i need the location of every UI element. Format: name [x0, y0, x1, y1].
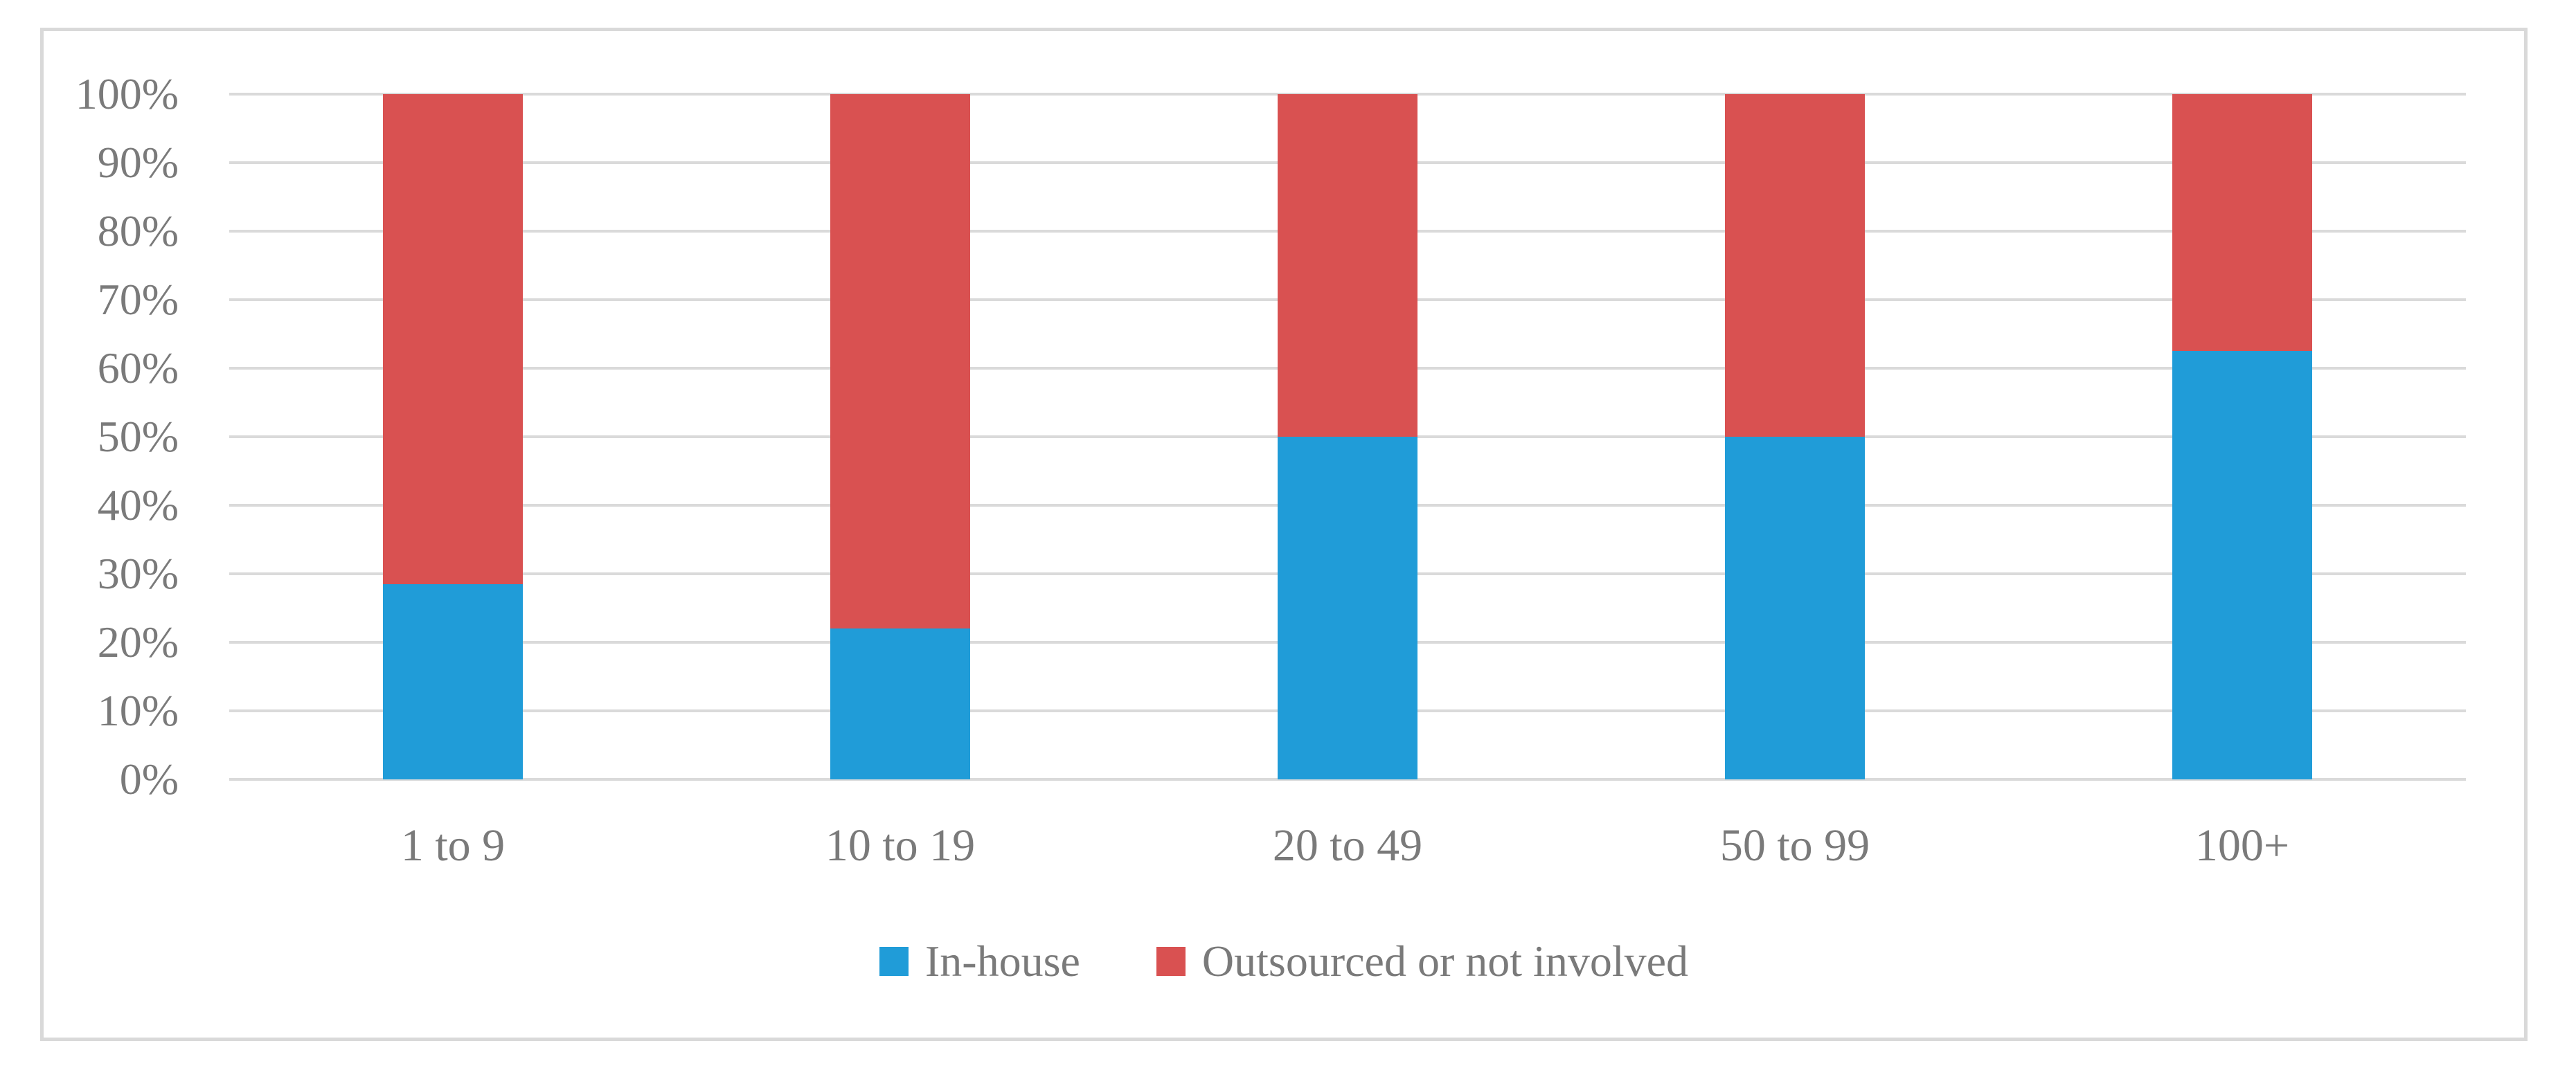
y-axis-tick-label: 10% [97, 686, 179, 735]
bar-segment-outsourced [830, 94, 970, 629]
x-axis-category-label: 100+ [2194, 820, 2290, 871]
y-axis-tick-label: 100% [75, 69, 179, 118]
y-axis-tick-label: 90% [97, 138, 179, 187]
plot-area [229, 93, 2466, 781]
legend-swatch-outsourced-icon [1156, 947, 1186, 976]
x-axis-category-label: 10 to 19 [825, 820, 976, 871]
bar-slot [2019, 94, 2466, 779]
legend: In-house Outsourced or not involved [44, 934, 2524, 989]
bar-segment-in-house [1725, 437, 1865, 779]
legend-label-in-house: In-house [924, 936, 1080, 986]
y-axis-tick-label: 40% [97, 480, 179, 530]
bar-slot [1124, 94, 1571, 779]
x-axis: 1 to 9 10 to 19 20 to 49 50 to 99 100+ [229, 818, 2466, 874]
y-axis-tick-label: 70% [97, 275, 179, 324]
bar-segment-outsourced [383, 94, 523, 584]
bar-segment-in-house [830, 628, 970, 779]
bar-segment-in-house [2172, 351, 2312, 779]
bar-slot [677, 94, 1124, 779]
bar-segment-in-house [1278, 437, 1417, 779]
bar-segment-outsourced [1278, 94, 1417, 437]
y-axis-tick-label: 0% [119, 754, 179, 804]
chart-figure: 0% 10% 20% 30% 40% 50% 60% 70% 80% 90% 100% 1 to 9… [40, 28, 2528, 1041]
gridline [229, 778, 2466, 781]
stacked-bar [830, 94, 970, 779]
x-axis-category-label: 50 to 99 [1719, 820, 1870, 871]
bar-segment-outsourced [1725, 94, 1865, 437]
x-axis-category-label: 20 to 49 [1272, 820, 1423, 871]
legend-label-outsourced: Outsourced or not involved [1201, 936, 1689, 986]
bar-segment-outsourced [2172, 94, 2312, 352]
x-axis-category-label: 1 to 9 [400, 820, 506, 871]
stacked-bar [1725, 94, 1865, 779]
bar-slot [1571, 94, 2019, 779]
legend-swatch-in-house-icon [879, 947, 909, 976]
stacked-bar [2172, 94, 2312, 779]
legend-item-outsourced: Outsourced or not involved [1156, 934, 1688, 989]
y-axis-tick-label: 20% [97, 617, 179, 667]
stacked-bar [1278, 94, 1417, 779]
stacked-bar [383, 94, 523, 779]
legend-item-in-house: In-house [879, 934, 1080, 989]
bar-segment-in-house [383, 583, 523, 779]
y-axis-tick-label: 60% [97, 343, 179, 392]
y-axis-tick-label: 50% [97, 412, 179, 461]
bar-slot [229, 94, 677, 779]
y-axis-tick-label: 80% [97, 206, 179, 255]
y-axis-tick-label: 30% [97, 549, 179, 598]
